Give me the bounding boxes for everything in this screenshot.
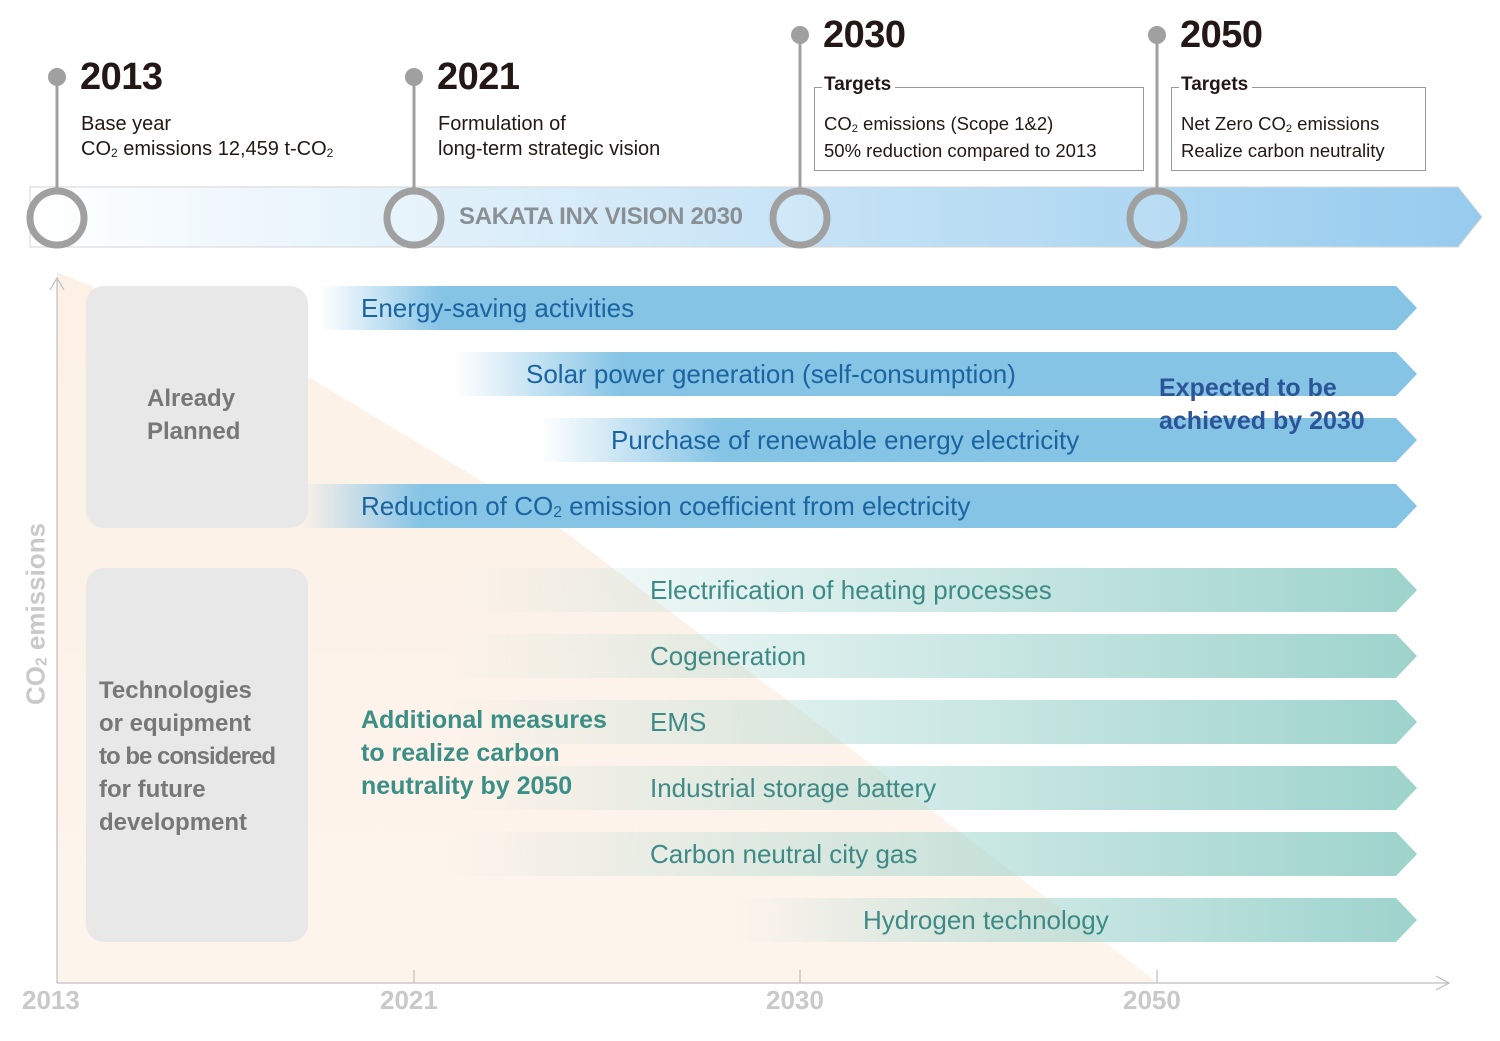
note-additional-2050: Additional measures to realize carbon ne…	[361, 706, 607, 800]
category-future-label: Technologies or equipment to be consider…	[99, 677, 276, 836]
targets-2030-line2: 50% reduction compared to 2013	[824, 140, 1097, 161]
x-tick-2030: 2030	[766, 985, 824, 1015]
future-bar	[450, 634, 1417, 678]
targets-2050-line1: Net Zero CO2 emissions	[1181, 113, 1380, 135]
milestone-2021-line2: long-term strategic vision	[438, 138, 661, 160]
targets-text-2050: Net Zero CO2 emissions Realize carbon ne…	[1181, 112, 1385, 163]
future-bar-label-ems: EMS	[650, 707, 707, 737]
category-box-future	[86, 568, 308, 942]
future-bar	[450, 766, 1417, 810]
milestone-2021-line1: Formulation of	[438, 113, 566, 135]
targets-2050-line2: Realize carbon neutrality	[1181, 140, 1385, 161]
future-bars	[450, 568, 1417, 942]
future-bar-label-hydrogen: Hydrogen technology	[863, 905, 1109, 935]
future-bar-label-battery: Industrial storage battery	[650, 773, 937, 803]
targets-2030-line1: CO2 emissions (Scope 1&2)	[824, 113, 1054, 135]
planned-bar-label-renewable: Purchase of renewable energy electricity	[611, 425, 1080, 455]
future-bar	[450, 568, 1417, 612]
x-tick-2013: 2013	[22, 985, 80, 1015]
x-tick-2050: 2050	[1123, 985, 1181, 1015]
milestone-2021-desc: Formulation of long-term strategic visio…	[438, 112, 660, 162]
timeline-arrow	[29, 186, 1483, 248]
planned-bar	[300, 484, 1417, 528]
targets-title-2050: Targets	[1179, 74, 1253, 96]
future-bar	[450, 832, 1417, 876]
planned-bars	[300, 286, 1417, 528]
planned-bar	[540, 418, 1417, 462]
axes	[49, 276, 1451, 991]
milestones-graphics	[26, 26, 1188, 249]
future-bar-label-city-gas: Carbon neutral city gas	[650, 839, 918, 869]
targets-text-2030: CO2 emissions (Scope 1&2) 50% reduction …	[824, 112, 1097, 163]
planned-bar	[455, 352, 1417, 396]
milestone-year-2050: 2050	[1180, 14, 1263, 56]
y-axis-label: CO2 emissions	[20, 522, 51, 706]
planned-bar-label-coefficient: Reduction of CO2 emission coefficient fr…	[361, 491, 971, 522]
category-box-planned	[86, 286, 308, 528]
targets-box-2030	[814, 87, 1144, 171]
category-planned-label: Already Planned	[147, 385, 241, 445]
note-expected-2030: Expected to be achieved by 2030	[1159, 374, 1365, 435]
future-bar-label-electrification: Electrification of heating processes	[650, 575, 1052, 605]
planned-bar-label-energy-saving: Energy-saving activities	[361, 293, 635, 323]
planned-bar-label-solar: Solar power generation (self-consumption…	[526, 359, 1016, 389]
milestone-year-2021: 2021	[437, 56, 520, 98]
future-bar-label-cogeneration: Cogeneration	[650, 641, 807, 671]
targets-box-2050	[1171, 87, 1426, 171]
milestone-year-2030: 2030	[823, 14, 906, 56]
x-tick-2021: 2021	[380, 985, 438, 1015]
planned-bar	[320, 286, 1417, 330]
milestone-year-2013: 2013	[80, 56, 163, 98]
future-bar	[450, 700, 1417, 744]
milestone-2013-line1: Base year	[81, 113, 172, 135]
milestone-2013-line2: CO2 emissions 12,459 t-CO2	[81, 138, 334, 160]
targets-title-2030: Targets	[822, 74, 896, 96]
future-bar	[740, 898, 1417, 942]
milestone-2013-desc: Base year CO2 emissions 12,459 t-CO2	[81, 112, 333, 164]
vision-label: SAKATA INX VISION 2030	[459, 203, 743, 230]
